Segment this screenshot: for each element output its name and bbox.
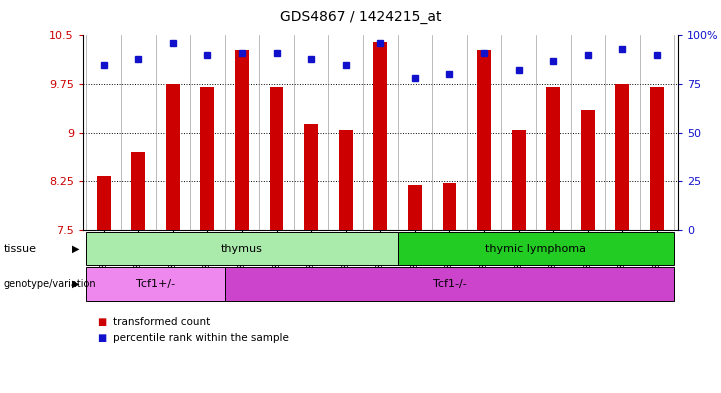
Bar [304,124,318,230]
Bar [166,84,180,230]
Bar [512,130,526,230]
Text: transformed count: transformed count [113,317,211,327]
Bar [97,176,110,230]
Bar [373,42,387,230]
Bar [547,87,560,230]
Bar [443,183,456,230]
Bar [650,87,664,230]
Text: percentile rank within the sample: percentile rank within the sample [113,333,289,343]
Text: genotype/variation: genotype/variation [4,279,96,289]
Text: ▶: ▶ [72,279,79,289]
Text: Tcf1+/-: Tcf1+/- [136,279,175,289]
Bar [270,87,283,230]
Text: tissue: tissue [4,244,37,253]
Bar [616,84,629,230]
Text: ■: ■ [97,317,107,327]
Text: ■: ■ [97,333,107,343]
Bar [408,185,422,230]
Text: Tcf1-/-: Tcf1-/- [433,279,466,289]
Bar [200,87,214,230]
Bar [581,110,595,230]
Text: thymus: thymus [221,244,263,253]
Bar [339,130,353,230]
Text: GDS4867 / 1424215_at: GDS4867 / 1424215_at [280,10,441,24]
Bar [235,50,249,230]
Text: ▶: ▶ [72,244,79,253]
Text: thymic lymphoma: thymic lymphoma [485,244,586,253]
Bar [477,50,491,230]
Bar [131,152,145,230]
